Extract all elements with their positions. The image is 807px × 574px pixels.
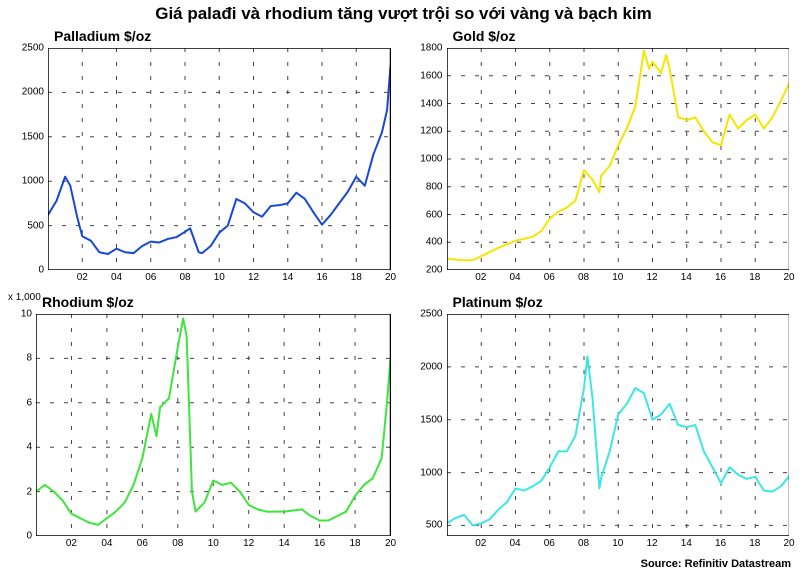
x-tick-label: 06: [137, 538, 148, 549]
x-axis-ticks: 02040608101214161820: [48, 272, 391, 288]
x-tick-label: 08: [172, 538, 183, 549]
y-tick-label: 1400: [403, 98, 443, 109]
y-tick-label: 2000: [403, 361, 443, 372]
x-tick-label: 08: [578, 538, 589, 549]
y-tick-label: 4: [4, 442, 32, 453]
x-tick-label: 10: [612, 272, 623, 283]
panel-title-rhodium: Rhodium $/oz: [42, 294, 134, 310]
x-tick-label: 14: [681, 538, 692, 549]
x-tick-label: 18: [749, 538, 760, 549]
y-tick-label: 2000: [4, 87, 44, 98]
x-tick-label: 18: [351, 272, 362, 283]
panel-gold: Gold $/oz 200 400 600 800 1000 1200 1400 1600 18…: [405, 26, 802, 290]
y-tick-label: 1000: [4, 176, 44, 187]
x-tick-label: 18: [749, 272, 760, 283]
y-tick-label: 1000: [403, 154, 443, 165]
y-tick-label: 500: [403, 520, 443, 531]
y-tick-label: 1800: [403, 43, 443, 54]
x-tick-label: 16: [316, 272, 327, 283]
x-tick-label: 12: [646, 538, 657, 549]
y-tick-label: 400: [403, 237, 443, 248]
y-tick-label: 6: [4, 397, 32, 408]
plot-area-rhodium: [36, 314, 391, 536]
y-tick-label: 600: [403, 209, 443, 220]
x-tick-label: 02: [475, 538, 486, 549]
x-tick-label: 02: [66, 538, 77, 549]
x-tick-label: 20: [783, 272, 794, 283]
x-tick-label: 20: [385, 272, 396, 283]
y-tick-label: 200: [403, 265, 443, 276]
x-tick-label: 14: [279, 538, 290, 549]
x-tick-label: 04: [101, 538, 112, 549]
x-tick-label: 20: [783, 538, 794, 549]
y-tick-label: 1600: [403, 70, 443, 81]
x-axis-ticks: 02040608101214161820: [447, 538, 790, 554]
y-tick-label: 1500: [4, 131, 44, 142]
y-tick-label: 10: [4, 309, 32, 320]
y-tick-label: 1200: [403, 126, 443, 137]
panel-title-gold: Gold $/oz: [453, 28, 516, 44]
y-axis-ticks: 5001000150020002500: [405, 314, 445, 536]
x-tick-label: 16: [715, 538, 726, 549]
x-tick-label: 02: [77, 272, 88, 283]
x-tick-label: 08: [578, 272, 589, 283]
x-tick-label: 10: [214, 272, 225, 283]
x-tick-label: 04: [111, 272, 122, 283]
x-tick-label: 18: [349, 538, 360, 549]
x-axis-ticks: 02040608101214161820: [36, 538, 391, 554]
y-tick-label: 0: [4, 531, 32, 542]
x-tick-label: 06: [145, 272, 156, 283]
x-tick-label: 02: [475, 272, 486, 283]
x-tick-label: 12: [248, 272, 259, 283]
y-tick-label: 2: [4, 486, 32, 497]
x-tick-label: 08: [179, 272, 190, 283]
x-tick-label: 04: [509, 538, 520, 549]
x-tick-label: 12: [243, 538, 254, 549]
y-tick-label: 0: [4, 265, 44, 276]
plot-area-gold: [447, 48, 790, 270]
panel-rhodium: x 1,000 Rhodium $/oz 0246810 02040608101…: [6, 292, 403, 556]
x-tick-label: 20: [385, 538, 396, 549]
x-tick-label: 12: [646, 272, 657, 283]
plot-area-palladium: [48, 48, 391, 270]
y-tick-label: 1000: [403, 467, 443, 478]
y-axis-ticks: 0246810: [6, 314, 34, 536]
x-tick-label: 14: [282, 272, 293, 283]
plot-area-platinum: [447, 314, 790, 536]
y-axis-ticks: 20040060080010001200140016001800: [405, 48, 445, 270]
panel-title-palladium: Palladium $/oz: [54, 28, 151, 44]
panel-platinum: Platinum $/oz 500 1000 1500 2000 2500 02 04 06…: [405, 292, 802, 556]
x-tick-label: 14: [681, 272, 692, 283]
x-tick-label: 06: [544, 538, 555, 549]
main-title: Giá palađi và rhodium tăng vượt trội so …: [0, 0, 807, 26]
y-tick-label: 500: [4, 220, 44, 231]
panel-palladium: Palladium $/oz 0 500 1000 1500 2000 2500 02 04…: [6, 26, 403, 290]
panel-title-platinum: Platinum $/oz: [453, 294, 543, 310]
x-tick-label: 04: [509, 272, 520, 283]
x-axis-ticks: 02040608101214161820: [447, 272, 790, 288]
y-tick-label: 8: [4, 353, 32, 364]
y-tick-label: 2500: [403, 309, 443, 320]
x-tick-label: 10: [208, 538, 219, 549]
x-tick-label: 10: [612, 538, 623, 549]
y-tick-label: 2500: [4, 43, 44, 54]
y-axis-ticks: 05001000150020002500: [6, 48, 46, 270]
x-tick-label: 16: [314, 538, 325, 549]
y-tick-label: 800: [403, 181, 443, 192]
x-tick-label: 16: [715, 272, 726, 283]
x-tick-label: 06: [544, 272, 555, 283]
chart-grid: Palladium $/oz 05001000150020002500 0204…: [0, 26, 807, 556]
y-axis-prefix: x 1,000: [8, 292, 41, 303]
y-tick-label: 1500: [403, 414, 443, 425]
source-label: Source: Refinitiv Datastream: [641, 558, 791, 570]
